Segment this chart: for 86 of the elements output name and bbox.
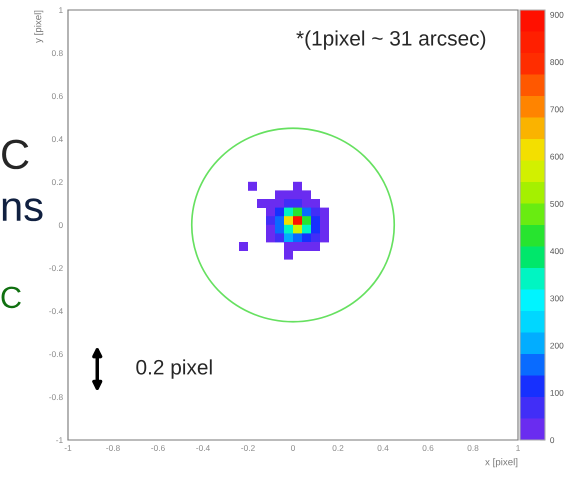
point <box>266 224 275 234</box>
x-tick-label: 1 <box>516 445 520 451</box>
point <box>284 242 293 251</box>
point <box>293 216 302 226</box>
point <box>284 216 293 226</box>
x-tick-label: -0.6 <box>151 445 165 451</box>
color-bar-label: 500 <box>550 200 564 207</box>
annotation: 0.2 pixel <box>136 359 212 379</box>
point <box>266 216 275 226</box>
point <box>293 224 302 234</box>
color-bar-label: 800 <box>550 59 564 66</box>
point <box>239 242 248 251</box>
annotation: *(1pixel ~ 31 arcsec) <box>296 30 486 50</box>
point <box>284 190 293 200</box>
point <box>275 216 284 226</box>
point <box>311 242 320 251</box>
color-bar-label: 400 <box>550 248 564 254</box>
point <box>302 199 311 208</box>
point <box>284 233 293 242</box>
color-bar-label: 100 <box>550 390 564 396</box>
point <box>275 233 284 242</box>
point <box>293 208 302 217</box>
point <box>311 199 320 208</box>
x-tick-label: -0.4 <box>196 445 210 451</box>
point <box>266 208 275 217</box>
y-tick-label: 0.6 <box>52 93 63 100</box>
color-bar-label: 200 <box>550 342 564 349</box>
point <box>275 190 284 200</box>
x-axis-title: x [pixel] <box>485 458 518 468</box>
text: C <box>2 286 21 308</box>
point <box>311 208 320 217</box>
y-tick-label: 1 <box>59 7 63 14</box>
point <box>320 224 329 234</box>
point <box>275 208 284 217</box>
y-tick-label: 0 <box>58 222 63 228</box>
y-tick-label: -1 <box>56 437 63 444</box>
point <box>293 182 302 191</box>
y-tick-label: 0.2 <box>52 179 63 186</box>
point <box>320 216 329 226</box>
point <box>293 233 302 242</box>
y-tick-label: -0.6 <box>49 351 63 358</box>
x-tick-label: 0.4 <box>378 445 389 451</box>
y-tick-label: -0.8 <box>49 394 63 400</box>
point <box>293 199 302 208</box>
point <box>275 224 284 234</box>
x-tick-label: 0.6 <box>422 445 434 451</box>
x-tick-label: 0.8 <box>468 445 478 451</box>
point <box>284 224 293 234</box>
y-axis-title: y [pixel] <box>34 10 44 43</box>
point <box>302 242 311 251</box>
x-tick-label: 0 <box>291 445 295 451</box>
point <box>284 199 293 208</box>
point <box>302 190 311 200</box>
color-bar-label: 900 <box>550 12 564 18</box>
y-tick-label: -0.2 <box>49 265 63 272</box>
x-tick-label: 0.2 <box>332 445 344 451</box>
point <box>311 233 320 242</box>
y-tick-label: 0.8 <box>52 50 63 56</box>
color-bar-label: 600 <box>550 154 564 160</box>
point <box>293 190 302 200</box>
point <box>293 242 302 251</box>
point <box>248 182 257 191</box>
text: ns <box>2 198 42 222</box>
x-tick-label: -0.2 <box>241 445 255 451</box>
color-bar-label: 0 <box>550 437 554 444</box>
y-tick-label: -0.4 <box>49 308 63 314</box>
point <box>275 199 284 208</box>
point <box>266 233 275 242</box>
point <box>311 216 320 226</box>
point <box>266 199 275 208</box>
point <box>284 208 293 217</box>
y-tick-label: 0.4 <box>52 136 63 142</box>
x-tick-label: -1 <box>64 445 72 451</box>
point <box>284 250 293 260</box>
point <box>302 233 311 242</box>
color-bar-label: 300 <box>550 295 564 302</box>
point <box>302 224 311 234</box>
point <box>302 208 311 217</box>
text: C <box>2 140 29 170</box>
point <box>302 216 311 226</box>
color-bar-label: 700 <box>550 106 564 112</box>
point <box>320 233 329 242</box>
point <box>320 208 329 217</box>
point <box>257 199 266 208</box>
x-tick-label: -0.8 <box>106 445 120 451</box>
point <box>311 224 320 234</box>
